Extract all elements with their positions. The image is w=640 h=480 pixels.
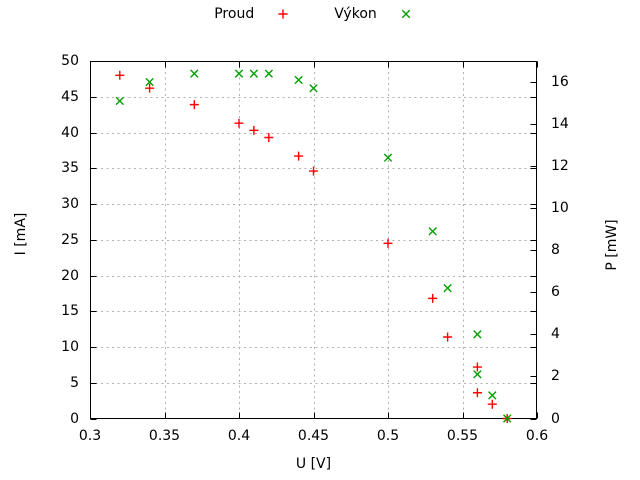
data-point-plus <box>472 388 482 398</box>
y-tick-label: 35 <box>61 160 79 177</box>
y-tick-label: 45 <box>61 88 79 105</box>
data-point-cross <box>234 69 244 78</box>
y2-tick-label: 4 <box>551 326 560 343</box>
y2-tick-label: 0 <box>551 410 560 427</box>
data-point-cross <box>264 69 273 78</box>
y-tick-label: 10 <box>61 339 79 355</box>
x-tick-label: 0.3 <box>78 428 102 444</box>
data-point-plus <box>309 166 318 176</box>
y2-tick-label: 2 <box>551 368 560 385</box>
y-tick-label: 40 <box>61 124 79 141</box>
y2-tick-label: 8 <box>551 242 560 259</box>
legend-label-vykon: Výkon <box>334 6 377 22</box>
cross-marker-icon <box>401 9 410 19</box>
data-point-cross <box>190 69 199 78</box>
data-point-cross <box>428 227 437 236</box>
data-point-plus <box>383 238 393 248</box>
data-point-cross <box>503 414 512 423</box>
data-point-plus <box>189 100 199 110</box>
data-point-plus <box>428 293 438 303</box>
y2-tick-label: 10 <box>551 200 569 217</box>
data-point-cross <box>249 69 259 78</box>
x-tick-label: 0.4 <box>227 428 251 444</box>
data-point-cross <box>383 153 393 162</box>
y-tick-label: 20 <box>61 267 79 284</box>
data-point-cross <box>309 84 318 93</box>
y-tick-label: 50 <box>61 53 79 69</box>
y-tick-label: 15 <box>61 303 79 320</box>
legend-label-proud: Proud <box>214 6 255 22</box>
data-point-plus <box>234 118 244 128</box>
y-axis-label: I [mA] <box>13 212 29 256</box>
data-point-plus <box>249 125 259 135</box>
plus-marker-icon <box>278 9 288 19</box>
data-point-cross <box>473 330 482 339</box>
legend-entry-vykon: Výkon <box>334 6 413 22</box>
y2-axis-label: P [mW] <box>604 219 620 271</box>
data-point-plus <box>294 151 304 161</box>
x-tick-label: 0.6 <box>525 428 549 444</box>
x-tick-label: 0.55 <box>446 428 479 444</box>
x-tick-label: 0.45 <box>297 428 330 444</box>
data-point-plus <box>472 362 482 372</box>
data-point-plus <box>264 133 274 143</box>
y2-tick-label: 12 <box>551 158 569 175</box>
y2-tick-label: 6 <box>551 284 560 301</box>
legend: Proud Výkon <box>0 4 627 24</box>
data-point-cross <box>443 283 452 293</box>
data-point-cross <box>115 96 124 106</box>
y-tick-label: 25 <box>61 231 79 248</box>
x-tick-label: 0.5 <box>376 428 400 444</box>
data-point-cross <box>145 77 154 87</box>
y-tick-label: 5 <box>70 374 79 391</box>
data-point-cross <box>294 75 303 85</box>
y2-tick-label: 14 <box>551 116 569 133</box>
data-point-plus <box>145 83 155 93</box>
y-tick-label: 30 <box>61 196 79 212</box>
data-point-plus <box>487 399 497 409</box>
data-point-plus <box>443 332 453 342</box>
x-tick-label: 0.35 <box>148 428 181 444</box>
y2-tick-label: 16 <box>551 74 569 91</box>
data-point-plus <box>115 70 125 80</box>
data-point-cross <box>488 391 497 400</box>
legend-entry-proud: Proud <box>214 6 290 22</box>
x-axis-label: U [V] <box>295 456 332 472</box>
data-point-cross <box>473 370 482 379</box>
y-tick-label: 0 <box>70 410 79 427</box>
